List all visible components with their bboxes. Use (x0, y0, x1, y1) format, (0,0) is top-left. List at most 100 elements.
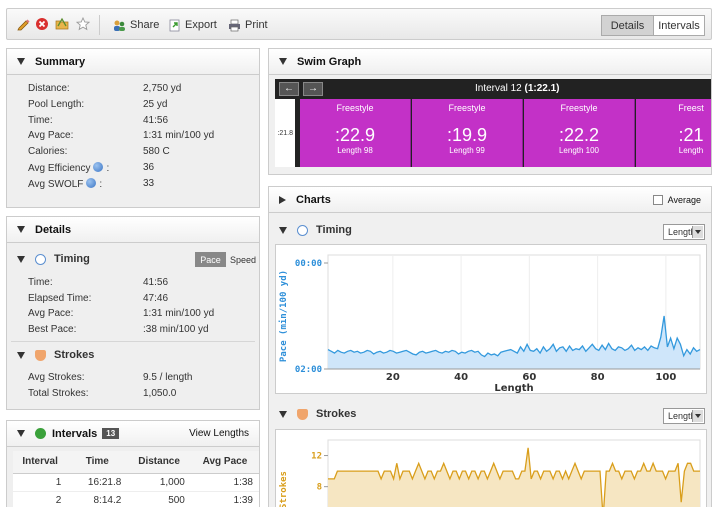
row-value: 580 C (143, 146, 170, 158)
swimmer-icon (35, 349, 46, 361)
export-button[interactable]: Export (168, 17, 217, 33)
length-length: Length 98 (337, 146, 373, 155)
series-area (328, 316, 700, 369)
timing-chart-svg: 20 40 60 80 100 00:00 02:00 Pace (min/100 yd) Le… (278, 254, 701, 394)
swim-graph-track: :21.8 Freestyle :22.9 Length 98 Freestyle :1… (275, 99, 711, 167)
label-text: Avg SWOLF (28, 178, 84, 190)
summary-title: Summary (35, 55, 86, 68)
collapse-triangle-icon (17, 430, 25, 437)
row-label: Total Strokes: (28, 388, 89, 399)
row-label: Elapsed Time: (28, 293, 91, 304)
label-text: Time: (28, 114, 53, 126)
y-axis-label: Strokes (279, 471, 289, 507)
strokes-subheader[interactable]: Strokes (7, 343, 259, 367)
details-header[interactable]: Details (7, 217, 259, 243)
length-time: :22.2 (558, 125, 600, 145)
length-time: :19.9 (446, 125, 488, 145)
table-cell: 500 (127, 491, 191, 507)
intervals-title: Intervals (52, 427, 98, 440)
timing-chart: 20 40 60 80 100 00:00 02:00 Pace (min/100 yd) Le… (275, 244, 707, 394)
x-axis-label: Length (494, 383, 533, 393)
row-label: Time: (28, 277, 53, 288)
table-cell: 1:39 (190, 491, 259, 507)
length-time: :21 (678, 125, 704, 145)
info-icon[interactable] (86, 177, 97, 188)
table-row[interactable]: 2 8:14.2 500 1:39 (13, 491, 259, 507)
speed-toggle-button[interactable]: Speed (229, 254, 257, 265)
length-time: :22.9 (334, 125, 376, 145)
refresh-icon (35, 428, 46, 439)
collapse-triangle-icon (279, 226, 287, 234)
length-stroke: Freest (678, 103, 704, 113)
length-stroke: Freestyle (336, 103, 374, 113)
label-text: Avg Efficiency (28, 163, 91, 174)
length-cell[interactable]: Freestyle :22.9 Length 98 (300, 99, 411, 167)
info-icon[interactable] (93, 162, 104, 172)
intervals-header[interactable]: Intervals 13 View Lengths (7, 421, 259, 447)
timing-chart-title: Timing (316, 224, 352, 236)
share-icon (113, 19, 126, 32)
length-length: Length 99 (449, 146, 485, 155)
strokes-chart-subheader[interactable]: Strokes (269, 403, 711, 425)
interval-time: (1:22.1) (524, 83, 560, 94)
row-label: Time: (28, 115, 53, 126)
strokes-dropdown-value: Length (668, 411, 696, 421)
label-text: Total Strokes: (28, 387, 89, 399)
summary-header[interactable]: Summary (7, 49, 259, 75)
interval-heading: Interval 12 (1:22.1) (475, 83, 560, 94)
series-line (328, 447, 700, 507)
column-header[interactable]: Interval (13, 451, 68, 474)
folder-icon[interactable] (55, 17, 69, 31)
details-toggle-button[interactable]: Details (601, 15, 654, 36)
intervals-toggle-button[interactable]: Intervals (653, 15, 705, 36)
edit-pencil-icon[interactable] (17, 17, 31, 31)
swim-graph-header[interactable]: Swim Graph (269, 49, 711, 75)
view-lengths-link[interactable]: View Lengths (189, 428, 249, 439)
table-cell: 2 (13, 491, 68, 507)
timing-xaxis-dropdown[interactable]: Length (663, 224, 705, 240)
toolbar: Share Export Print Details Intervals (6, 8, 712, 40)
length-cell[interactable]: Freestyle :19.9 Length 99 (412, 99, 523, 167)
collapse-triangle-icon (17, 255, 25, 263)
next-interval-button[interactable]: → (303, 82, 323, 96)
y-tick-label: 12 (311, 452, 322, 462)
strokes-xaxis-dropdown[interactable]: Length (663, 408, 705, 424)
pace-toggle-button[interactable]: Pace (195, 252, 226, 267)
row-value: 41:56 (143, 277, 169, 288)
intervals-table: Interval Time Distance Avg Pace 1 16:21.8 1,0… (13, 451, 259, 507)
length-cell[interactable]: Freest:21 Length (636, 99, 711, 167)
length-cell[interactable]: Freestyle:22.2 Length 100 (524, 99, 635, 167)
star-icon[interactable] (76, 17, 90, 31)
row-label: Avg Pace: (28, 130, 73, 141)
y-axis-label: Pace (min/100 yd) (278, 270, 289, 362)
swim-graph-panel: Swim Graph ← → Interval 12 (1:22.1) :21.… (268, 48, 712, 175)
share-button[interactable]: Share (113, 17, 159, 33)
row-label: Avg Strokes: (28, 372, 85, 383)
collapse-triangle-icon (279, 410, 287, 418)
strokes-chart-svg: 12 8 Strokes (279, 439, 701, 507)
average-checkbox[interactable] (652, 195, 663, 205)
table-row[interactable]: 1 16:21.8 1,000 1:38 (13, 473, 259, 492)
y-tick-label: 00:00 (295, 259, 322, 269)
export-label: Export (185, 19, 217, 31)
previous-length-cell[interactable]: :21.8 (275, 99, 297, 167)
x-tick-label: 60 (522, 372, 536, 383)
column-header[interactable]: Time (67, 451, 128, 474)
prev-interval-button[interactable]: ← (279, 82, 299, 96)
section-divider (11, 341, 255, 342)
table-cell: 1,000 (127, 473, 191, 492)
label-suffix: : (106, 163, 110, 174)
timing-subheader[interactable]: Timing (7, 247, 259, 271)
print-button[interactable]: Print (228, 17, 268, 33)
y-tick-label: 8 (317, 483, 322, 493)
row-label: Avg Efficiency: (28, 162, 109, 174)
series-area (328, 447, 700, 507)
column-header[interactable]: Avg Pace (190, 451, 259, 474)
timing-chart-subheader[interactable]: Timing (269, 219, 711, 241)
length-stroke: Freestyle (448, 103, 486, 113)
x-tick-label: 20 (386, 372, 400, 383)
delete-icon[interactable] (35, 17, 49, 31)
charts-header[interactable]: Charts Average (269, 187, 711, 213)
column-header[interactable]: Distance (127, 451, 191, 474)
length-length: Length 100 (558, 146, 600, 155)
